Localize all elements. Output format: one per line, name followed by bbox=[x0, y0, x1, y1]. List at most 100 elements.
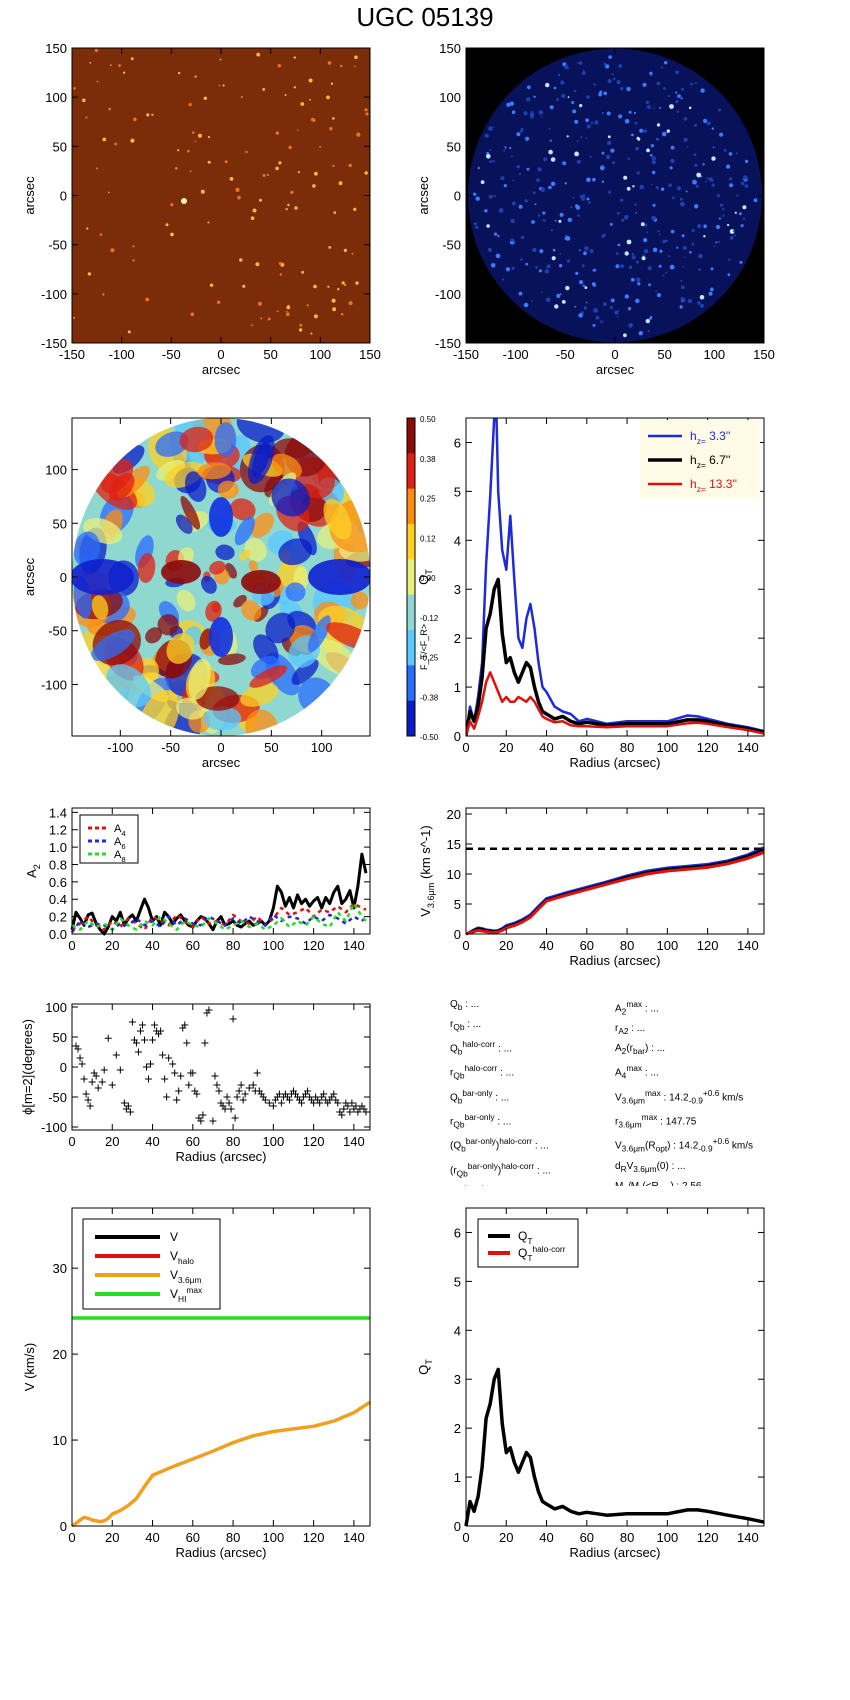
source-dot bbox=[341, 281, 345, 285]
a-line-red bbox=[71, 902, 367, 931]
source-dot bbox=[694, 204, 699, 209]
source-dot bbox=[582, 264, 585, 268]
source-dot bbox=[628, 110, 632, 114]
source-dot bbox=[501, 278, 505, 281]
source-dot bbox=[626, 86, 631, 92]
source-dot bbox=[694, 82, 697, 85]
map-blob bbox=[218, 653, 246, 666]
phase-point bbox=[124, 1102, 132, 1110]
source-dot bbox=[599, 165, 605, 171]
source-dot bbox=[301, 270, 304, 274]
source-dot bbox=[615, 264, 620, 269]
source-dot bbox=[681, 234, 685, 238]
source-dot bbox=[207, 160, 211, 164]
source-dot bbox=[275, 166, 279, 171]
y-tick-label: -50 bbox=[442, 238, 461, 253]
source-dot bbox=[702, 163, 705, 166]
y-axis-label: V3.6μm (km s^-1) bbox=[418, 825, 436, 917]
source-dot bbox=[687, 298, 693, 304]
source-dot bbox=[708, 291, 713, 296]
source-dot bbox=[133, 117, 137, 122]
source-dot bbox=[710, 267, 714, 271]
map-blob bbox=[234, 516, 255, 546]
source-dot bbox=[473, 192, 477, 196]
source-dot bbox=[610, 298, 615, 303]
source-dot bbox=[638, 331, 643, 336]
phase-point bbox=[181, 1021, 189, 1029]
source-dot bbox=[699, 295, 705, 300]
source-dot bbox=[687, 146, 689, 148]
source-dot bbox=[664, 61, 668, 65]
source-dot bbox=[720, 203, 724, 207]
map-blob bbox=[307, 615, 331, 653]
source-dot bbox=[612, 161, 615, 165]
x-tick-label: 20 bbox=[499, 740, 513, 755]
y-axis-label: V (km/s) bbox=[22, 1343, 37, 1391]
y-tick-label: 20 bbox=[447, 807, 461, 822]
source-dot bbox=[511, 201, 516, 206]
source-dot bbox=[635, 298, 640, 304]
source-dot bbox=[647, 330, 650, 333]
source-dot bbox=[279, 273, 282, 276]
source-dot bbox=[239, 258, 243, 262]
map-blob bbox=[197, 462, 231, 480]
source-dot bbox=[646, 231, 649, 234]
y-tick-label: 50 bbox=[53, 516, 67, 531]
source-dot bbox=[542, 211, 546, 215]
y-tick-label: 5 bbox=[454, 897, 461, 912]
source-dot bbox=[631, 253, 634, 256]
colorbar-segment bbox=[407, 594, 415, 631]
colorbar-segment bbox=[407, 559, 415, 596]
x-tick-label: 40 bbox=[145, 1530, 159, 1545]
source-dot bbox=[492, 160, 496, 163]
source-dot bbox=[615, 252, 619, 255]
source-dot bbox=[561, 93, 566, 99]
source-dot bbox=[680, 97, 683, 100]
y-tick-label: 1.2 bbox=[49, 823, 67, 838]
x-tick-label: 100 bbox=[656, 740, 678, 755]
x-tick-label: 40 bbox=[145, 1134, 159, 1149]
phase-point bbox=[183, 1039, 191, 1047]
source-dot bbox=[284, 94, 287, 96]
source-dot bbox=[194, 75, 197, 78]
source-dot bbox=[616, 315, 619, 318]
phase-point bbox=[199, 1111, 207, 1119]
y-tick-label: 3 bbox=[454, 582, 461, 597]
x-tick-label: -50 bbox=[162, 347, 181, 362]
source-dot bbox=[670, 145, 675, 150]
source-dot bbox=[564, 182, 567, 185]
source-dot bbox=[609, 305, 614, 310]
source-dot bbox=[637, 282, 641, 286]
phase-point bbox=[237, 1081, 245, 1089]
source-dot bbox=[86, 227, 89, 230]
source-dot bbox=[675, 70, 679, 75]
source-dot bbox=[267, 317, 271, 321]
x-tick-label: 20 bbox=[105, 1134, 119, 1149]
phase-point bbox=[104, 1034, 112, 1042]
source-dot bbox=[704, 180, 707, 183]
phase-point bbox=[346, 1108, 354, 1116]
source-dot bbox=[593, 83, 596, 86]
source-dot bbox=[633, 111, 637, 115]
source-dot bbox=[685, 190, 688, 193]
y-tick-label: 4 bbox=[454, 533, 461, 548]
source-dot bbox=[651, 156, 656, 161]
source-dot bbox=[276, 310, 279, 313]
source-dot bbox=[132, 259, 135, 262]
y-axis-label: arcsec bbox=[22, 557, 37, 596]
x-tick-label: -150 bbox=[59, 347, 85, 362]
source-dot bbox=[635, 146, 639, 151]
source-dot bbox=[558, 219, 562, 223]
source-dot bbox=[488, 194, 493, 199]
param-row: Qb : ... bbox=[450, 999, 480, 1012]
source-dot bbox=[552, 248, 556, 252]
x-tick-label: 100 bbox=[262, 1134, 284, 1149]
source-dot bbox=[586, 124, 591, 129]
source-dot bbox=[332, 164, 335, 167]
phase-point bbox=[132, 1039, 140, 1047]
phase-point bbox=[197, 1117, 205, 1125]
y-tick-label: 2 bbox=[454, 1421, 461, 1436]
source-dot bbox=[651, 183, 653, 186]
source-dot bbox=[566, 135, 569, 138]
